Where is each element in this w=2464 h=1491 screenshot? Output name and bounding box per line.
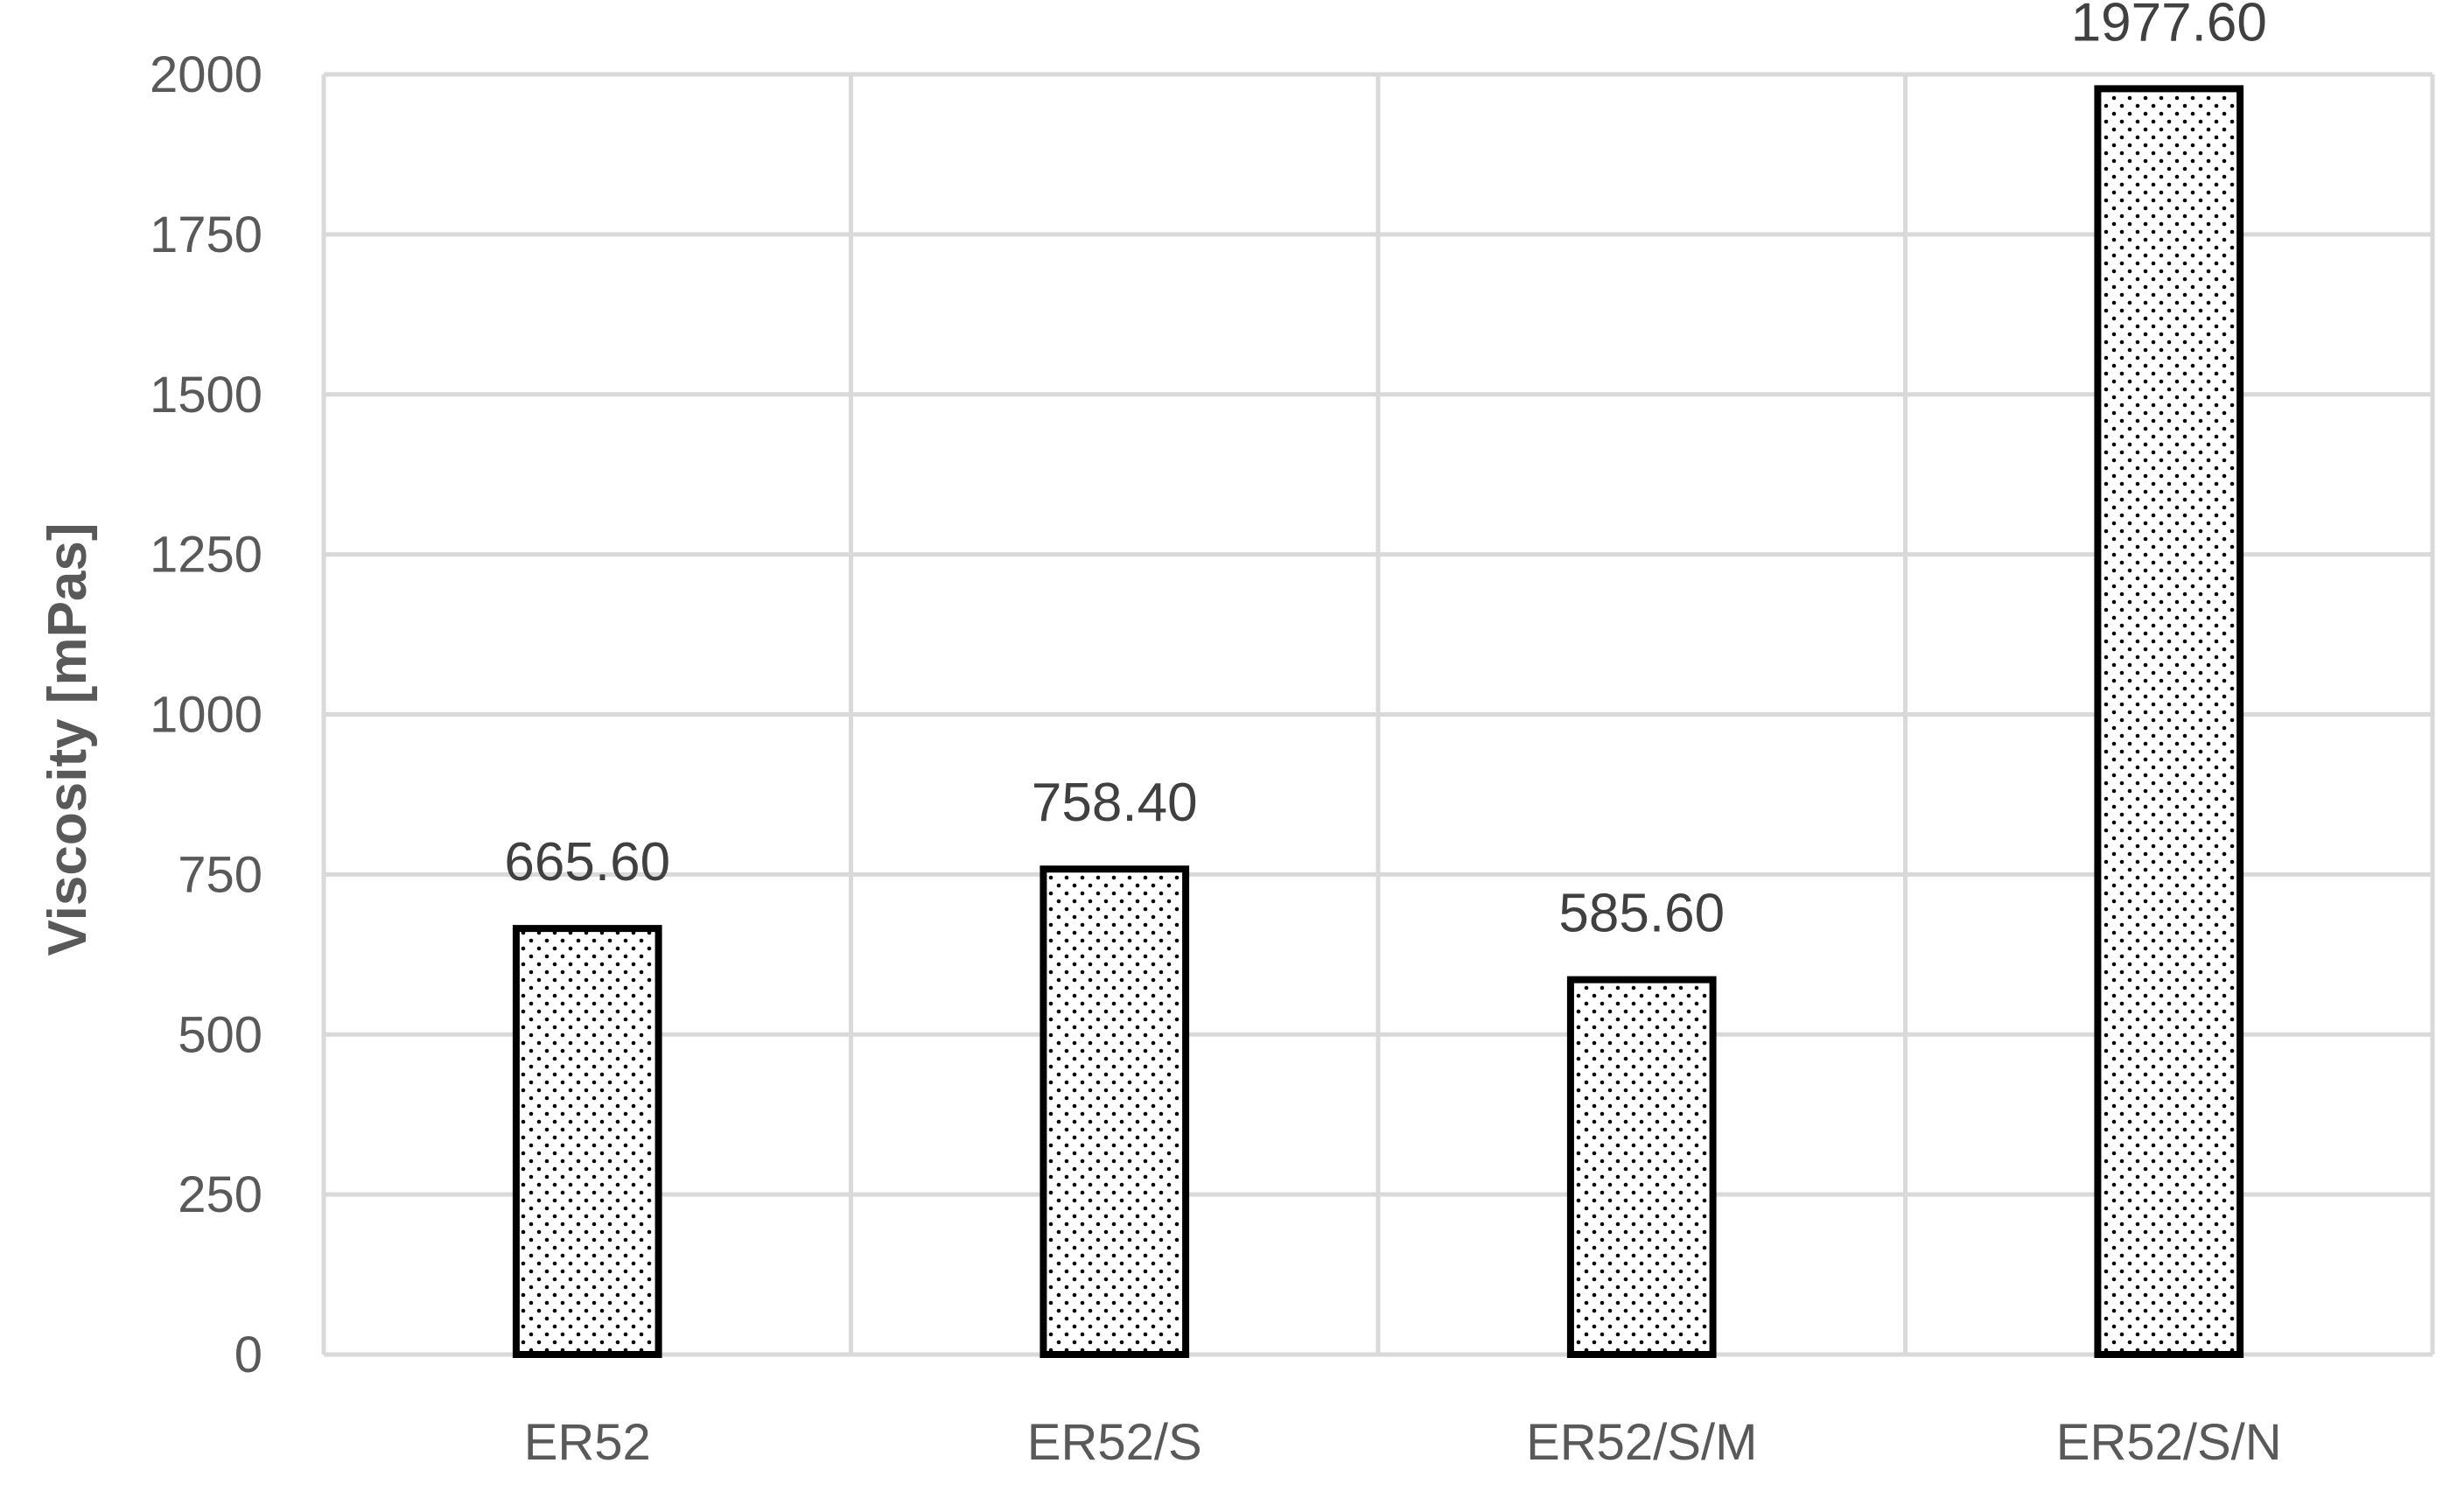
y-axis-title: Viscosity [mPas] xyxy=(38,522,98,956)
grid-lines xyxy=(321,72,2435,1357)
y-tick-label-1250: 1250 xyxy=(150,527,262,584)
data-label-er52-s: 758.40 xyxy=(1032,773,1198,833)
data-label-er52-s-n: 1977.60 xyxy=(2071,0,2267,52)
bar-er52 xyxy=(512,925,662,1359)
data-label-er52: 665.60 xyxy=(504,832,670,892)
x-tick-label-er52: ER52 xyxy=(524,1414,651,1471)
data-labels: 665.60 758.40 585.60 1977.60 xyxy=(504,0,2266,944)
x-tick-label-er52-s-n: ER52/S/N xyxy=(2056,1414,2282,1471)
bars xyxy=(512,85,2244,1359)
y-tick-label-1000: 1000 xyxy=(150,687,262,744)
y-tick-label-2000: 2000 xyxy=(150,46,262,103)
y-tick-label-250: 250 xyxy=(178,1166,262,1223)
y-axis-ticks: 0 250 500 750 1000 1250 1500 1750 2000 xyxy=(150,46,262,1383)
data-label-er52-s-m: 585.60 xyxy=(1558,884,1725,944)
y-tick-label-500: 500 xyxy=(178,1006,262,1063)
bar-er52-s-m xyxy=(1566,976,1717,1358)
x-tick-label-er52-s: ER52/S xyxy=(1027,1414,1202,1471)
bar-er52-s xyxy=(1040,865,1190,1358)
y-tick-label-1500: 1500 xyxy=(150,367,262,424)
x-tick-label-er52-s-m: ER52/S/M xyxy=(1526,1414,1757,1471)
x-axis-ticks: ER52 ER52/S ER52/S/M ER52/S/N xyxy=(524,1414,2282,1471)
y-tick-label-0: 0 xyxy=(234,1326,262,1383)
y-tick-label-1750: 1750 xyxy=(150,206,262,263)
y-tick-label-750: 750 xyxy=(178,846,262,903)
bar-er52-s-n xyxy=(2094,85,2244,1358)
